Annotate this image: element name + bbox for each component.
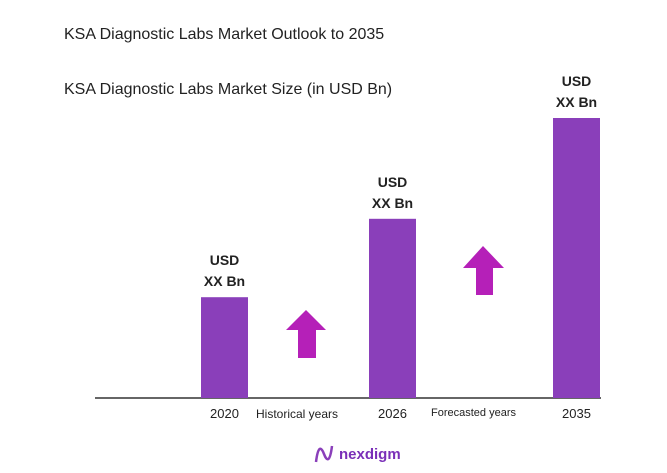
data-label-line: XX Bn	[555, 94, 598, 110]
bar-2035	[553, 118, 600, 398]
nexdigm-logo: nexdigm	[313, 444, 401, 464]
data-label-2035: USD XX Bn	[537, 71, 617, 113]
x-tick-2035: 2035	[562, 406, 591, 421]
nexdigm-logo-icon	[314, 445, 334, 463]
chart-title: KSA Diagnostic Labs Market Outlook to 20…	[64, 26, 385, 43]
logo-text: nexdigm	[339, 445, 401, 463]
x-tick-2020: 2020	[210, 406, 239, 421]
bar-2020	[201, 297, 248, 398]
growth-arrow-historical	[286, 310, 326, 358]
data-label-line: XX Bn	[371, 194, 414, 211]
annotation-historical-years: Historical years	[256, 407, 339, 421]
x-tick-2026: 2026	[378, 406, 407, 421]
data-label-line: USD	[561, 73, 592, 89]
data-label-line: USD	[209, 252, 240, 269]
growth-arrow-forecast	[463, 246, 504, 295]
chart-subtitle: KSA Diagnostic Labs Market Size (in USD …	[64, 81, 393, 98]
data-label-2020: USD XX Bn	[185, 250, 265, 292]
data-label-line: USD	[377, 173, 408, 190]
data-label-2026: USD XX Bn	[353, 172, 433, 214]
data-label-line: XX Bn	[203, 273, 246, 290]
annotation-forecasted-years: Forecasted years	[431, 407, 516, 419]
bar-2026	[369, 218, 416, 398]
